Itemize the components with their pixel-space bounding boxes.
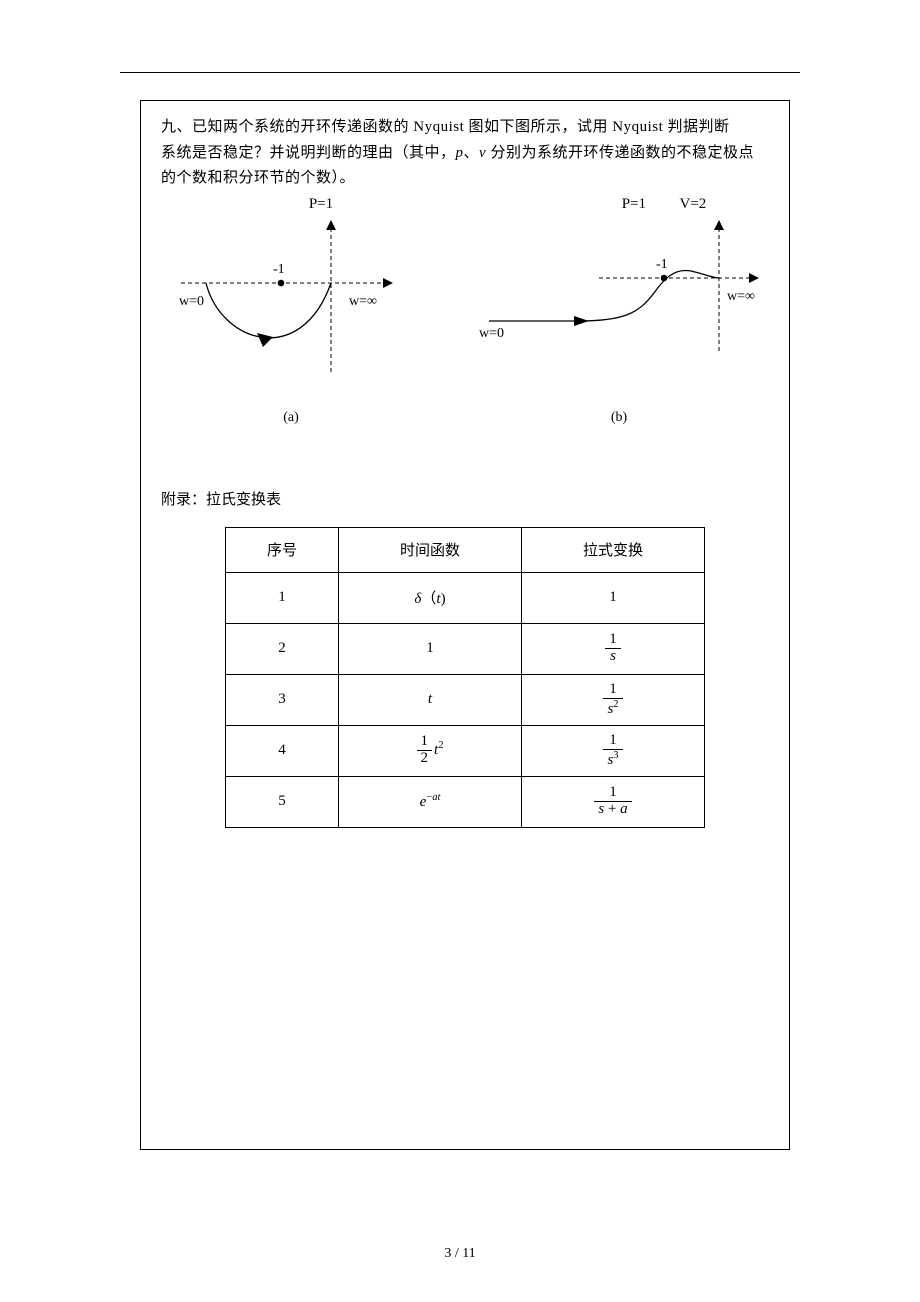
- appendix-title: 附录：拉氏变换表: [161, 488, 769, 509]
- cell-seq: 2: [226, 623, 339, 674]
- cell-laplace: 1: [522, 572, 705, 623]
- table-row: 3t1s2: [226, 674, 705, 725]
- problem-line-2-prefix: 系统是否稳定？并说明判断的理由（其中，: [161, 145, 456, 161]
- diagram-a-p-label: P=1: [161, 196, 421, 213]
- nyquist-plot-b: -1 w=0 w=∞: [469, 213, 769, 393]
- diagram-b-top-labels: P=1 V=2: [469, 196, 769, 213]
- cell-time-function: 12t2: [339, 725, 522, 776]
- var-p: p: [456, 145, 464, 161]
- diagram-b: P=1 V=2 -1 w=0 w=∞ (b): [469, 196, 769, 426]
- cell-laplace: 1s + a: [522, 776, 705, 827]
- cell-laplace: 1s: [522, 623, 705, 674]
- diagram-a-caption: (a): [161, 410, 421, 426]
- cell-seq: 5: [226, 776, 339, 827]
- table-row: 412t21s3: [226, 725, 705, 776]
- page-number: 3 / 11: [0, 1246, 920, 1262]
- cell-time-function: 1: [339, 623, 522, 674]
- laplace-table: 序号 时间函数 拉式变换 1δ（t)1211s3t1s2412t21s35e−a…: [225, 527, 705, 828]
- cell-time-function: t: [339, 674, 522, 725]
- header-time: 时间函数: [339, 527, 522, 572]
- cell-seq: 4: [226, 725, 339, 776]
- problem-statement: 九、已知两个系统的开环传递函数的 Nyquist 图如下图所示，试用 Nyqui…: [161, 115, 769, 192]
- svg-text:-1: -1: [273, 262, 285, 277]
- content-frame: 九、已知两个系统的开环传递函数的 Nyquist 图如下图所示，试用 Nyqui…: [140, 100, 790, 1150]
- cell-laplace: 1s2: [522, 674, 705, 725]
- svg-text:w=0: w=0: [479, 326, 504, 341]
- diagram-b-v-label: V=2: [680, 196, 707, 212]
- problem-line-1: 九、已知两个系统的开环传递函数的 Nyquist 图如下图所示，试用 Nyqui…: [161, 115, 769, 141]
- cell-time-function: e−at: [339, 776, 522, 827]
- svg-text:w=0: w=0: [179, 294, 204, 309]
- problem-line-2-suffix: 分别为系统开环传递函数的不稳定极点: [486, 145, 754, 161]
- diagram-a: P=1 -1 w=0 w=∞ (a): [161, 196, 421, 426]
- diagrams-row: P=1 -1 w=0 w=∞ (a) P=1 V=2 -1 w=0 w=∞ (b): [161, 196, 769, 426]
- problem-line-3: 的个数和积分环节的个数）。: [161, 166, 769, 192]
- laplace-table-header-row: 序号 时间函数 拉式变换: [226, 527, 705, 572]
- top-rule: [120, 72, 800, 73]
- table-row: 211s: [226, 623, 705, 674]
- svg-text:-1: -1: [656, 257, 668, 272]
- nyquist-plot-a: -1 w=0 w=∞: [161, 213, 421, 393]
- svg-text:w=∞: w=∞: [349, 294, 377, 309]
- header-seq: 序号: [226, 527, 339, 572]
- header-laplace: 拉式变换: [522, 527, 705, 572]
- table-row: 5e−at1s + a: [226, 776, 705, 827]
- cell-time-function: δ（t): [339, 572, 522, 623]
- cell-laplace: 1s3: [522, 725, 705, 776]
- cell-seq: 3: [226, 674, 339, 725]
- svg-text:w=∞: w=∞: [727, 289, 755, 304]
- cell-seq: 1: [226, 572, 339, 623]
- problem-line-2-mid: 、: [464, 145, 480, 161]
- diagram-b-p-label: P=1: [622, 196, 646, 212]
- page: 九、已知两个系统的开环传递函数的 Nyquist 图如下图所示，试用 Nyqui…: [0, 0, 920, 1302]
- diagram-b-caption: (b): [469, 410, 769, 426]
- table-row: 1δ（t)1: [226, 572, 705, 623]
- problem-line-2: 系统是否稳定？并说明判断的理由（其中，p、v 分别为系统开环传递函数的不稳定极点: [161, 141, 769, 167]
